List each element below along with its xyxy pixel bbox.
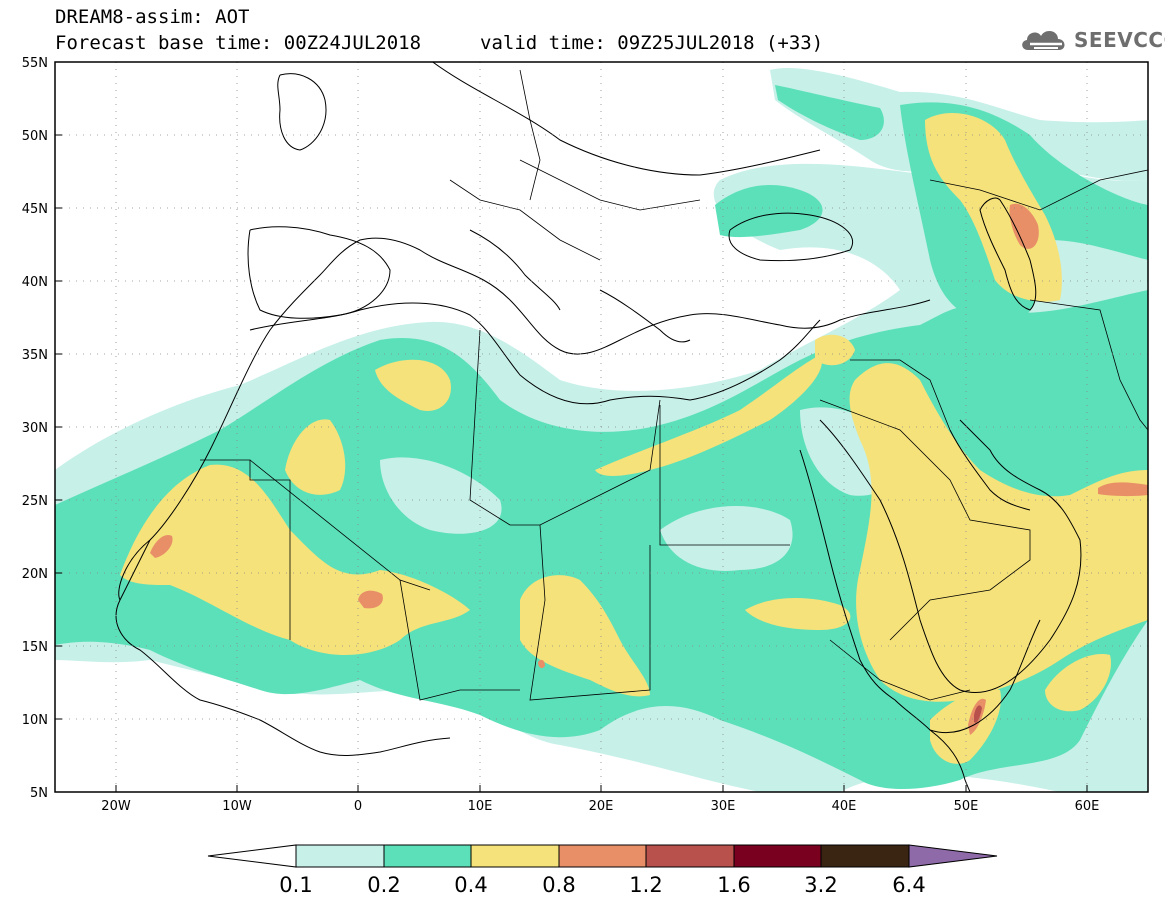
lat-label: 20N (22, 567, 48, 582)
lat-label: 45N (22, 202, 48, 217)
colorbar-label: 0.4 (454, 873, 487, 897)
colorbar-over-arrow (908, 844, 998, 868)
aot-contour-0-4-chad (520, 575, 650, 697)
lat-label: 30N (22, 421, 48, 436)
coastline-blacksea (728, 212, 853, 262)
aot-contour-0-4-arabiansea (1045, 654, 1111, 712)
coastline-redsea (799, 449, 1041, 734)
aot-contour-0-8-chad (538, 659, 545, 669)
lat-label: 55N (22, 56, 48, 71)
lon-label: 60E (1075, 799, 1100, 814)
colorbar-label: 0.2 (367, 873, 400, 897)
aot-contour-0-8-iran (1098, 482, 1148, 497)
forecast-times: Forecast base time: 00Z24JUL2018 valid ti… (55, 32, 823, 54)
border-wsahara (200, 459, 291, 640)
lat-label: 5N (30, 786, 48, 801)
coastlines (115, 62, 1082, 792)
aot-contour-0-8-westafrica (150, 534, 173, 558)
lat-labels: 5N 10N 15N 20N 25N 30N 35N 40N 45N 50N 5… (22, 56, 48, 801)
aot-contour-0-4-algeria (285, 419, 346, 495)
lat-label: 10N (22, 713, 48, 728)
lat-label: 15N (22, 640, 48, 655)
coastline-westafrica (115, 539, 451, 756)
coastline-northafrica (249, 302, 821, 405)
aot-contour-0-2-blacksea (715, 185, 823, 238)
colorbar-segment (383, 844, 472, 868)
aot-contour-0-4-arabia (849, 363, 1148, 702)
colorbar-label: 0.1 (279, 873, 312, 897)
cloud-icon (1022, 30, 1065, 50)
logo-text: SEEVCCC (1074, 28, 1165, 52)
border-chad-niger (399, 579, 520, 701)
valid-time: valid time: 09Z25JUL2018 (+33) (480, 32, 824, 54)
colorbar-segment (470, 844, 560, 868)
coastline-gulf (949, 429, 1031, 511)
aot-contour-0-4-egyptbelt (595, 355, 822, 476)
colorbar-label: 0.8 (542, 873, 575, 897)
lat-label: 35N (22, 348, 48, 363)
colorbar-label: 6.4 (892, 873, 925, 897)
aot-contour-0-4-sudan (745, 598, 851, 630)
aot-contour-0-2-northbelt (775, 85, 884, 140)
border-ethiopia (829, 639, 971, 701)
colorbar-label: 3.2 (804, 873, 837, 897)
border-saudi (819, 399, 1031, 641)
border-europe-2 (449, 179, 601, 261)
lon-label: 40E (832, 799, 857, 814)
coastline-italy (469, 229, 561, 311)
border-egypt (659, 405, 790, 546)
colorbar-segment (295, 844, 385, 868)
aot-contour-0-4-levant (815, 334, 855, 366)
coastline-greece (599, 289, 691, 343)
tick-marks (55, 134, 1088, 792)
aot-clear-egypt (660, 506, 793, 571)
lon-label: 20W (101, 799, 131, 814)
border-europe-3 (519, 69, 541, 201)
border-iran-east (1029, 299, 1148, 431)
borders (200, 69, 1148, 701)
coastline-iberia (247, 226, 391, 319)
border-sudan (529, 524, 651, 701)
map-title: DREAM8-assim: AOT (55, 6, 250, 28)
coastline-uk (277, 73, 327, 151)
lon-label: 10W (222, 799, 252, 814)
aot-contour-0-4-mauritania (120, 464, 470, 655)
lon-label: 20E (589, 799, 614, 814)
colorbar-segment (558, 844, 647, 868)
colorbar-segment (733, 844, 822, 868)
colorbar: 0.1 0.2 0.4 0.8 1.2 1.6 3.2 6.4 (207, 844, 998, 897)
aot-contour-0-8-aralsea (1009, 203, 1039, 249)
lon-label: 0 (354, 799, 362, 814)
lat-label: 50N (22, 129, 48, 144)
colorbar-label: 1.6 (717, 873, 750, 897)
aot-contour-1-2-somalia (974, 705, 982, 723)
aot-contour-0-4-atlas (375, 359, 451, 411)
coastline-somalia (929, 729, 971, 792)
colorbar-label: 1.2 (629, 873, 662, 897)
lon-label: 10E (468, 799, 493, 814)
graticule (55, 62, 1148, 792)
border-europe-1 (519, 159, 701, 211)
aot-field (55, 68, 1148, 792)
lon-label: 50E (954, 799, 979, 814)
aot-clear-libya (380, 457, 502, 534)
border-iraq-iran (850, 359, 951, 431)
lat-label: 25N (22, 494, 48, 509)
lon-labels: 20W 10W 0 10E 20E 30E 40E 50E 60E (101, 799, 1099, 814)
coastline-caspian (979, 197, 1037, 311)
colorbar-segment (645, 844, 735, 868)
base-time: Forecast base time: 00Z24JUL2018 (55, 32, 422, 54)
colorbar-under-arrow (207, 844, 297, 868)
coastline-easteurope (431, 62, 821, 176)
border-kazakh (929, 169, 1148, 211)
seevccc-logo: SEEVCCC (1018, 20, 1165, 60)
lon-label: 30E (711, 799, 736, 814)
aot-contour-0-8-mali (358, 590, 383, 609)
colorbar-segment (820, 844, 910, 868)
coastline-europe-africa (118, 237, 931, 601)
lat-label: 40N (22, 275, 48, 290)
border-libya (469, 329, 661, 526)
coastline-arabia (819, 419, 1082, 694)
